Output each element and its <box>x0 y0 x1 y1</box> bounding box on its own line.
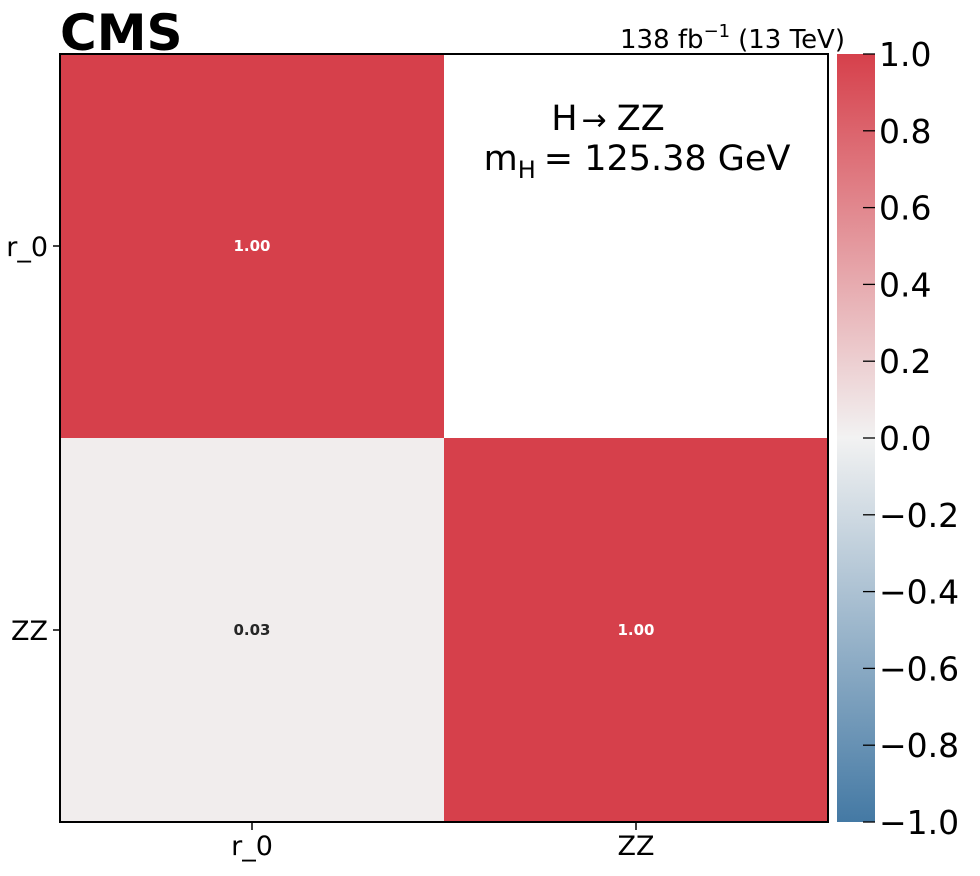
x-tick-label: r_0 <box>231 831 273 862</box>
colorbar-tick-label: 0.4 <box>879 265 931 304</box>
x-tick-label: ZZ <box>618 831 655 862</box>
colorbar-axis: 1.0 0.8 0.6 0.4 0.2 0.0 −0.2 −0.4 −0.6 −0.8 −1.0 <box>863 35 959 842</box>
mass-annotation: mH = 125.38 GeV <box>484 139 791 184</box>
x-axis: r_0 ZZ <box>231 822 655 862</box>
heatmap-cell <box>444 438 828 822</box>
colorbar-tick-label: 1.0 <box>879 35 931 74</box>
cell-value-label: 1.00 <box>617 621 654 639</box>
cell-value-label: 0.03 <box>233 621 270 639</box>
colorbar-tick-label: 0.0 <box>879 419 931 458</box>
heatmap-cell <box>60 438 444 822</box>
colorbar-tick-label: −0.2 <box>879 496 959 535</box>
colorbar-tick-label: −0.6 <box>879 649 959 688</box>
colorbar-tick-label: −0.8 <box>879 726 959 765</box>
y-tick-label: r_0 <box>6 232 48 263</box>
mass-symbol: m <box>484 139 518 179</box>
lumi-label: 138 fb−1 (13 TeV) <box>620 21 845 55</box>
colorbar-tick-label: −1.0 <box>879 803 959 842</box>
mass-value: = 125.38 GeV <box>544 139 791 179</box>
y-tick-label: ZZ <box>11 616 48 647</box>
process-annotation: H → ZZ <box>551 99 664 139</box>
chart-title: CMS <box>60 4 182 62</box>
heatmap-cell <box>60 54 444 438</box>
lumi-value: 138 fb <box>620 25 704 55</box>
y-axis: r_0 ZZ <box>6 232 60 647</box>
heatmap-cell <box>444 54 828 438</box>
heatmap-cell-labels: 1.00 0.03 1.00 <box>233 237 654 639</box>
mass-subscript: H <box>518 156 536 184</box>
colorbar-tick-label: 0.6 <box>879 189 931 228</box>
plot-frame <box>59 53 829 823</box>
process-suffix: ZZ <box>617 99 665 139</box>
colorbar-tick-label: 0.2 <box>879 342 931 381</box>
heatmap-cells <box>60 54 828 822</box>
colorbar-tick-label: −0.4 <box>879 573 959 612</box>
cell-value-label: 1.00 <box>233 237 270 255</box>
lumi-exponent: −1 <box>704 21 731 42</box>
process-arrow: → <box>582 103 607 138</box>
colorbar-tick-label: 0.8 <box>879 112 931 151</box>
process-prefix: H <box>551 99 577 139</box>
lumi-energy: (13 TeV) <box>738 25 845 55</box>
